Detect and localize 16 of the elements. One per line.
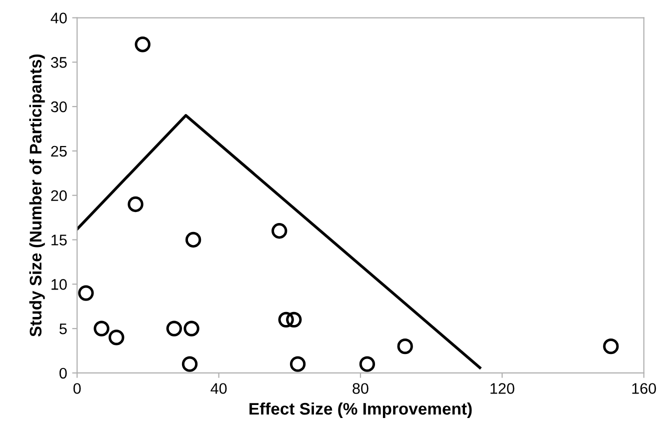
y-tick-label: 40 [50, 12, 67, 24]
x-tick-label: 160 [632, 383, 656, 394]
y-tick-label: 20 [51, 190, 67, 202]
y-tick-label: 25 [51, 146, 67, 157]
y-tick-label: 0 [59, 368, 67, 379]
y-tick-label: 10 [52, 279, 67, 290]
y-tick-label: 35 [50, 57, 67, 68]
x-tick-label: 80 [352, 383, 368, 394]
y-tick-label: 30 [50, 101, 67, 112]
x-tick-label: 120 [490, 383, 514, 394]
x-tick-label: 40 [210, 383, 227, 394]
x-axis-title: Effect Size (% Improvement) [250, 402, 472, 418]
y-axis-title: Study Size (Number of Participants) [29, 54, 45, 337]
y-tick-label: 5 [59, 324, 67, 334]
y-tick-label: 15 [52, 234, 67, 246]
x-tick-label: 0 [73, 383, 81, 394]
